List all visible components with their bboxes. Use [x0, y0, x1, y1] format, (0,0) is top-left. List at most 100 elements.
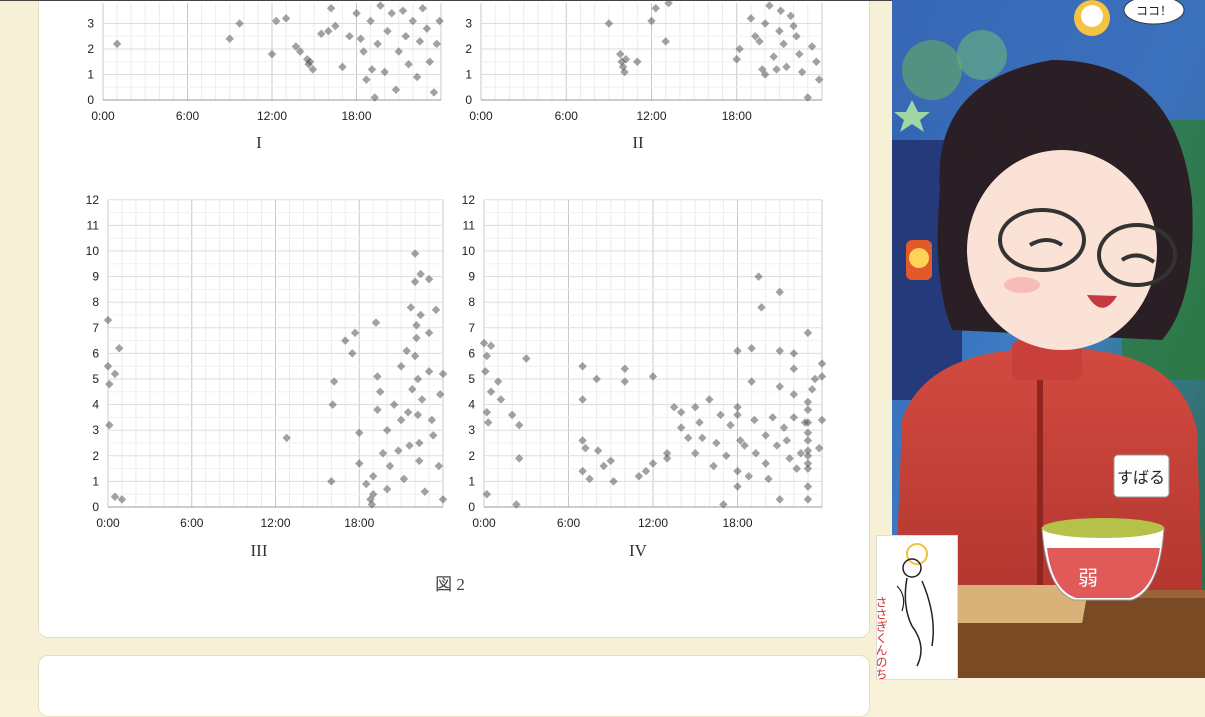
- data-point: [772, 441, 782, 450]
- data-point: [328, 400, 337, 409]
- data-point: [769, 52, 778, 61]
- figure-caption: 図 2: [435, 575, 465, 594]
- data-point: [355, 428, 364, 438]
- data-point: [412, 72, 422, 82]
- data-point: [683, 433, 693, 443]
- data-point: [367, 500, 377, 509]
- data-point: [803, 459, 813, 468]
- data-point: [482, 408, 492, 417]
- data-point: [413, 410, 423, 420]
- data-point: [803, 405, 813, 414]
- data-point: [428, 431, 438, 440]
- data-point: [768, 413, 777, 422]
- data-point: [394, 47, 403, 56]
- data-point: [114, 344, 124, 353]
- data-point: [394, 446, 403, 455]
- y-tick-label: 0: [92, 500, 99, 514]
- data-point: [408, 16, 418, 26]
- data-point: [760, 19, 770, 28]
- data-point: [424, 328, 434, 338]
- data-point: [112, 39, 122, 49]
- y-tick-label: 1: [468, 474, 475, 488]
- data-point: [803, 482, 813, 491]
- data-point: [796, 448, 806, 458]
- x-tick-label: 6:00: [176, 109, 200, 123]
- data-point: [486, 387, 496, 397]
- data-point: [410, 351, 420, 361]
- x-tick-label: 18:00: [341, 109, 371, 123]
- data-point: [712, 438, 721, 448]
- y-tick-label: 5: [92, 372, 99, 386]
- data-point: [410, 249, 420, 258]
- face: [967, 150, 1157, 350]
- data-point: [105, 420, 114, 430]
- data-point: [361, 479, 371, 489]
- data-point: [427, 415, 437, 425]
- data-point: [676, 423, 686, 432]
- x-tick-label: 18:00: [344, 516, 374, 530]
- data-point: [281, 14, 291, 23]
- data-point: [329, 377, 339, 386]
- mouth: [1087, 295, 1117, 308]
- data-point: [103, 361, 113, 371]
- data-point: [620, 364, 630, 374]
- data-point: [371, 318, 381, 327]
- data-point: [620, 377, 630, 386]
- data-point: [789, 413, 799, 422]
- data-point: [782, 62, 791, 72]
- data-point: [410, 277, 420, 286]
- data-point: [775, 346, 784, 356]
- data-point: [425, 57, 434, 66]
- data-point: [578, 466, 587, 476]
- streamer-overlay: すばる ココ！ 弱: [892, 0, 1205, 678]
- data-point: [396, 415, 406, 425]
- chart-label: IV: [629, 541, 648, 560]
- data-point: [356, 34, 365, 44]
- data-point: [438, 495, 448, 504]
- data-point: [105, 379, 114, 389]
- data-point: [305, 57, 315, 66]
- data-point: [482, 489, 492, 499]
- data-point: [366, 16, 375, 26]
- y-tick-label: 0: [465, 93, 472, 107]
- data-point: [757, 303, 766, 312]
- data-point: [812, 57, 821, 66]
- cup-label: 弱: [1078, 568, 1098, 590]
- y-tick-label: 1: [465, 68, 472, 82]
- data-point: [578, 395, 587, 404]
- data-point: [415, 37, 425, 46]
- y-tick-label: 2: [87, 42, 94, 56]
- data-point: [420, 487, 430, 496]
- data-point: [512, 500, 521, 509]
- y-tick-label: 12: [86, 193, 100, 207]
- data-point: [435, 390, 445, 399]
- data-point: [225, 34, 234, 44]
- data-point: [405, 441, 414, 450]
- data-point: [726, 420, 735, 430]
- data-point: [803, 418, 813, 427]
- y-tick-label: 3: [465, 17, 472, 31]
- data-point: [416, 310, 425, 320]
- data-point: [691, 448, 700, 458]
- data-point: [750, 415, 759, 425]
- star-decoration: [894, 100, 930, 132]
- x-tick-label: 0:00: [91, 109, 115, 123]
- data-point: [378, 448, 388, 458]
- y-tick-label: 4: [468, 398, 475, 412]
- x-tick-label: 12:00: [638, 516, 668, 530]
- data-point: [721, 451, 731, 461]
- y-tick-label: 10: [86, 244, 100, 258]
- data-point: [417, 395, 427, 404]
- data-point: [746, 14, 756, 23]
- data-point: [775, 287, 784, 297]
- y-tick-label: 3: [92, 423, 99, 437]
- data-point: [117, 495, 127, 504]
- data-point: [747, 377, 756, 386]
- data-point: [271, 16, 281, 26]
- y-tick-label: 8: [92, 295, 99, 309]
- data-point: [761, 459, 770, 468]
- x-tick-label: 0:00: [472, 516, 496, 530]
- data-point: [376, 1, 385, 10]
- y-tick-label: 10: [462, 244, 476, 258]
